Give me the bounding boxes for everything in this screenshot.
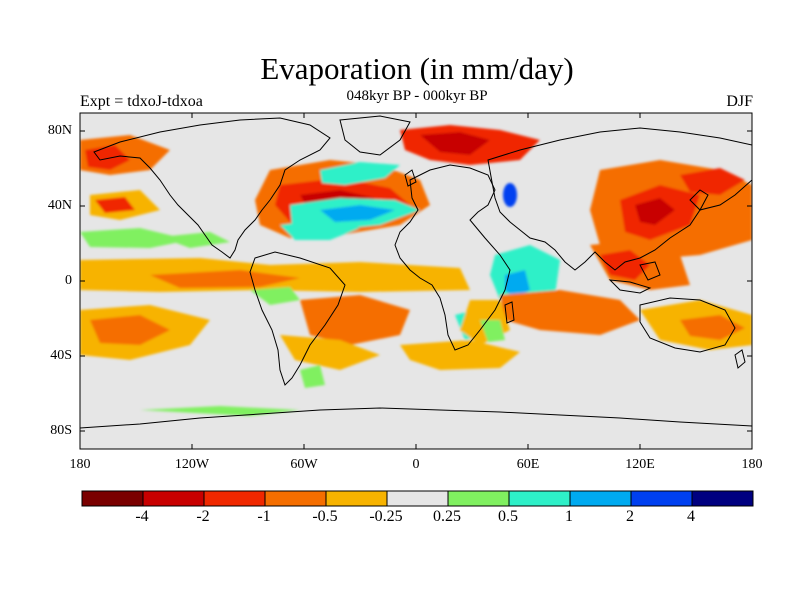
patch-tropical-band-orange [150,270,300,288]
coast-europe-africa [394,164,511,351]
patch-npac-red2 [95,197,135,213]
colorbar-label: -0.5 [312,508,338,525]
patch-soocean-yellow [400,340,520,370]
y-tick-label: 40N [47,198,72,213]
y-tick-label: 80N [47,123,72,138]
coast-madagascar [504,301,515,324]
patch-indian-blue [505,270,530,298]
patch-gulf-cyan [280,220,360,240]
patch-satl-yellow [280,335,380,370]
patch-sam-green [300,365,325,388]
colorbar-swatch [386,490,449,507]
colorbar-label: 0.5 [498,508,518,525]
colorbar-swatch [447,490,510,507]
patch-satl-orange [300,295,410,345]
colorbar-label: 2 [626,508,634,525]
patch-wio-green [480,320,505,342]
colorbar-swatch [569,490,632,507]
colorbar-label: -1 [257,508,271,525]
colorbar-label: 1 [565,508,573,525]
patch-sio-orange [500,290,640,335]
colorbar-swatch [508,490,571,507]
patch-natl-green [160,232,230,248]
colorbar-label: -4 [135,508,149,525]
coast-uk [404,169,417,187]
colorbar-swatch [630,490,693,507]
chart-title: Evaporation (in mm/day) [260,51,574,86]
patch-kamchatka-red [680,168,745,195]
coast-north-america [93,117,331,259]
y-tick-label: 80S [50,423,72,438]
colorbar-label: 0.25 [433,508,461,525]
patch-labrador-cyan [320,162,400,185]
coast-new-zealand [734,349,746,369]
coast-south-america [249,251,346,386]
season-label: DJF [726,93,753,110]
colorbar-swatch [325,490,388,507]
x-tick-label: 180 [741,457,763,472]
patch-caspian-blue [503,183,517,207]
coast-indonesia [608,279,652,294]
colorbar-swatch [691,490,754,507]
colorbar-label: -2 [196,508,210,525]
patch-indonesia-red [600,250,650,280]
patch-sepac-orange [90,315,170,345]
colorbar-swatch [142,490,205,507]
x-tick-label: 60W [290,457,318,472]
coast-japan [689,189,709,211]
patch-nordic-darkred [420,132,490,155]
colorbar-swatch [81,490,144,507]
coast-greenland [339,115,411,156]
patch-aus-orange [680,315,745,340]
x-axis-ticks [79,113,753,449]
x-tick-label: 180 [69,457,91,472]
colorbar-label: 4 [687,508,695,525]
chart-subtitle: 048kyr BP - 000kyr BP [346,88,488,104]
colorbar-swatch [264,490,327,507]
patch-eq-pacific-green [80,228,190,248]
x-tick-label: 120W [174,457,210,472]
patch-natl-blue [320,205,395,222]
colorbar [81,490,754,507]
coast-australia [639,297,736,353]
x-tick-label: 120E [625,457,655,472]
patch-wpac-darkred [635,198,675,225]
coast-asia [487,127,752,271]
x-tick-label: 0 [412,457,420,472]
x-tick-label: 60E [516,457,540,472]
coastlines [80,115,752,429]
coast-borneo [639,261,661,281]
y-tick-label: 0 [65,273,72,288]
colorbar-label: -0.25 [369,508,403,525]
colorbar-swatch [203,490,266,507]
coast-antarctica [80,407,752,429]
patch-satl-green [250,287,300,305]
experiment-label: Expt = tdxoJ-tdxoa [80,93,203,110]
y-tick-label: 40S [50,348,72,363]
y-axis-ticks [80,130,752,432]
